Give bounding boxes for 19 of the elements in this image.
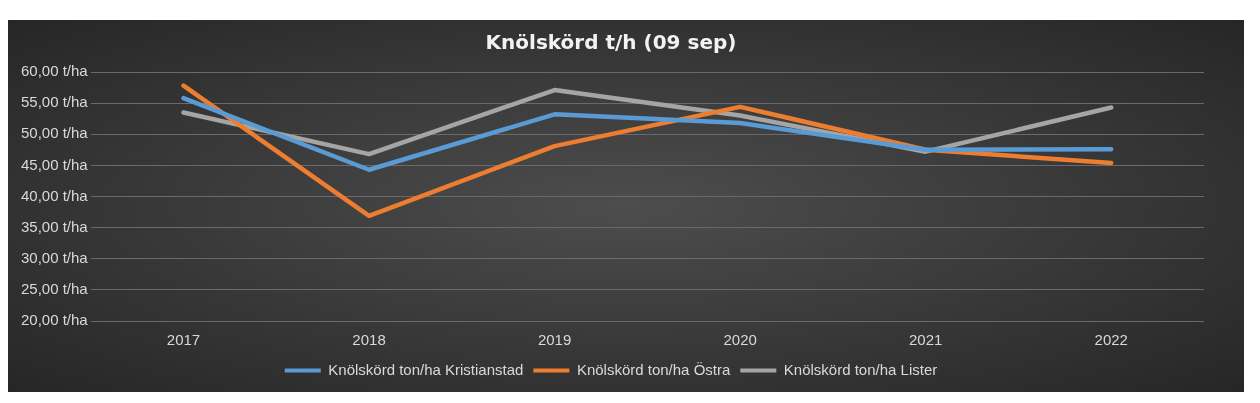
y-tick-label: 55,00 t/ha xyxy=(20,93,89,111)
x-tick-label: 2021 xyxy=(908,331,943,349)
y-tick-label: 45,00 t/ha xyxy=(20,155,89,173)
y-tick-label: 20,00 t/ha xyxy=(20,311,89,329)
y-tick-label: 40,00 t/ha xyxy=(20,186,89,204)
legend-label: Knölskörd ton/ha Östra xyxy=(576,360,731,378)
chart-title: Knölskörd t/h (09 sep) xyxy=(485,30,737,55)
x-tick-label: 2018 xyxy=(352,331,386,349)
y-tick-label: 35,00 t/ha xyxy=(20,217,89,235)
y-tick-label: 50,00 t/ha xyxy=(20,124,89,142)
legend-label: Knölskörd ton/ha Kristianstad xyxy=(328,360,524,378)
x-tick-label: 2019 xyxy=(537,331,572,349)
x-tick-label: 2020 xyxy=(723,331,757,349)
y-tick-label: 30,00 t/ha xyxy=(20,248,89,266)
x-tick-label: 2017 xyxy=(166,331,201,349)
y-tick-label: 60,00 t/ha xyxy=(20,62,89,80)
x-tick-label: 2022 xyxy=(1094,331,1128,349)
legend-label: Knölskörd ton/ha Lister xyxy=(783,360,938,378)
y-tick-label: 25,00 t/ha xyxy=(20,280,89,298)
